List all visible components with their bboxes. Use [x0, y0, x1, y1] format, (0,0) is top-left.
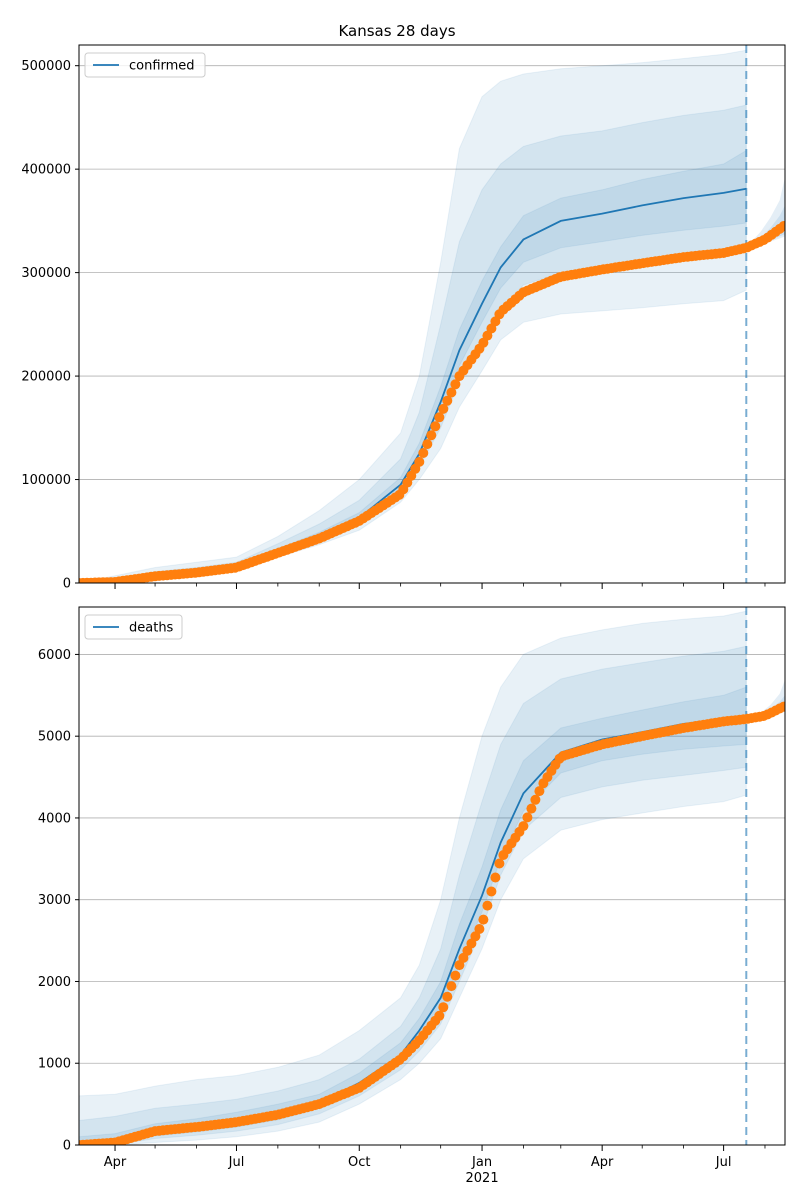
observed-point — [422, 439, 433, 450]
y-tick-label: 4000 — [38, 811, 71, 826]
y-tick-label: 500000 — [21, 59, 71, 74]
y-tick-label: 0 — [63, 1139, 71, 1154]
legend: confirmed — [84, 52, 206, 78]
x-tick-label: Apr — [104, 1155, 127, 1170]
confirmed-panel: 0 100000 200000 300000 400000 500000 confirmed — [21, 44, 786, 592]
x-tick-label: Apr — [591, 1155, 614, 1170]
y-tick-label: 5000 — [38, 730, 71, 745]
y-tick-label: 400000 — [21, 163, 71, 178]
observed-point — [530, 794, 541, 805]
observed-point — [442, 991, 453, 1002]
observed-point — [486, 886, 497, 897]
y-tick-label: 6000 — [38, 648, 71, 663]
observed-point — [446, 387, 457, 398]
y-tick-label: 3000 — [38, 893, 71, 908]
observed-point — [442, 395, 453, 406]
y-tick-label: 0 — [63, 577, 71, 592]
observed-point — [518, 821, 529, 832]
observed-point — [414, 456, 425, 467]
observed-point — [446, 981, 457, 992]
deaths-panel: 0 1000 2000 3000 4000 5000 6000 Apr Jul Oct Jan202… — [38, 606, 786, 1186]
observed-point — [778, 221, 785, 231]
plot-area — [79, 607, 785, 1145]
legend-label: deaths — [129, 621, 174, 636]
observed-point — [526, 803, 537, 814]
uncertainty-band — [79, 104, 747, 583]
observed-point — [438, 403, 449, 414]
legend-label: confirmed — [129, 59, 195, 74]
legend-box — [84, 614, 183, 640]
plot-frame — [78, 44, 786, 584]
observed-point — [490, 872, 501, 883]
observed-point — [418, 448, 429, 458]
observed-point — [482, 900, 493, 911]
legend-box — [84, 52, 206, 78]
observed-point — [450, 379, 461, 390]
y-tick-label: 2000 — [38, 975, 71, 990]
legend: deaths — [84, 614, 183, 640]
x-tick-label: Jul — [228, 1155, 245, 1170]
observed-point — [450, 970, 461, 981]
x-tick-label: Jan — [471, 1155, 492, 1170]
observed-point — [470, 931, 481, 942]
observed-point — [522, 812, 533, 823]
y-tick-label: 300000 — [21, 266, 71, 281]
observed-point — [434, 1010, 445, 1021]
observed-point — [434, 412, 445, 423]
observed-point — [474, 924, 485, 934]
observed-point — [478, 914, 489, 925]
observed-point — [778, 701, 785, 712]
y-tick-label: 100000 — [21, 473, 71, 488]
y-tick-label: 1000 — [38, 1057, 71, 1072]
uncertainty-band — [79, 149, 747, 583]
x-tick-label: Jul — [715, 1155, 732, 1170]
chart-title: Kansas 28 days — [338, 22, 455, 40]
observed-point — [534, 786, 545, 797]
plot-area — [79, 45, 785, 583]
uncertainty-band — [79, 49, 747, 583]
observed-point — [438, 1002, 449, 1013]
observed-point — [430, 421, 441, 432]
plot-frame — [78, 606, 786, 1146]
x-tick-year-label: 2021 — [466, 1171, 499, 1186]
observed-point — [426, 430, 437, 441]
x-tick-label: Oct — [348, 1155, 370, 1170]
observed-point — [494, 858, 505, 869]
y-tick-label: 200000 — [21, 370, 71, 385]
